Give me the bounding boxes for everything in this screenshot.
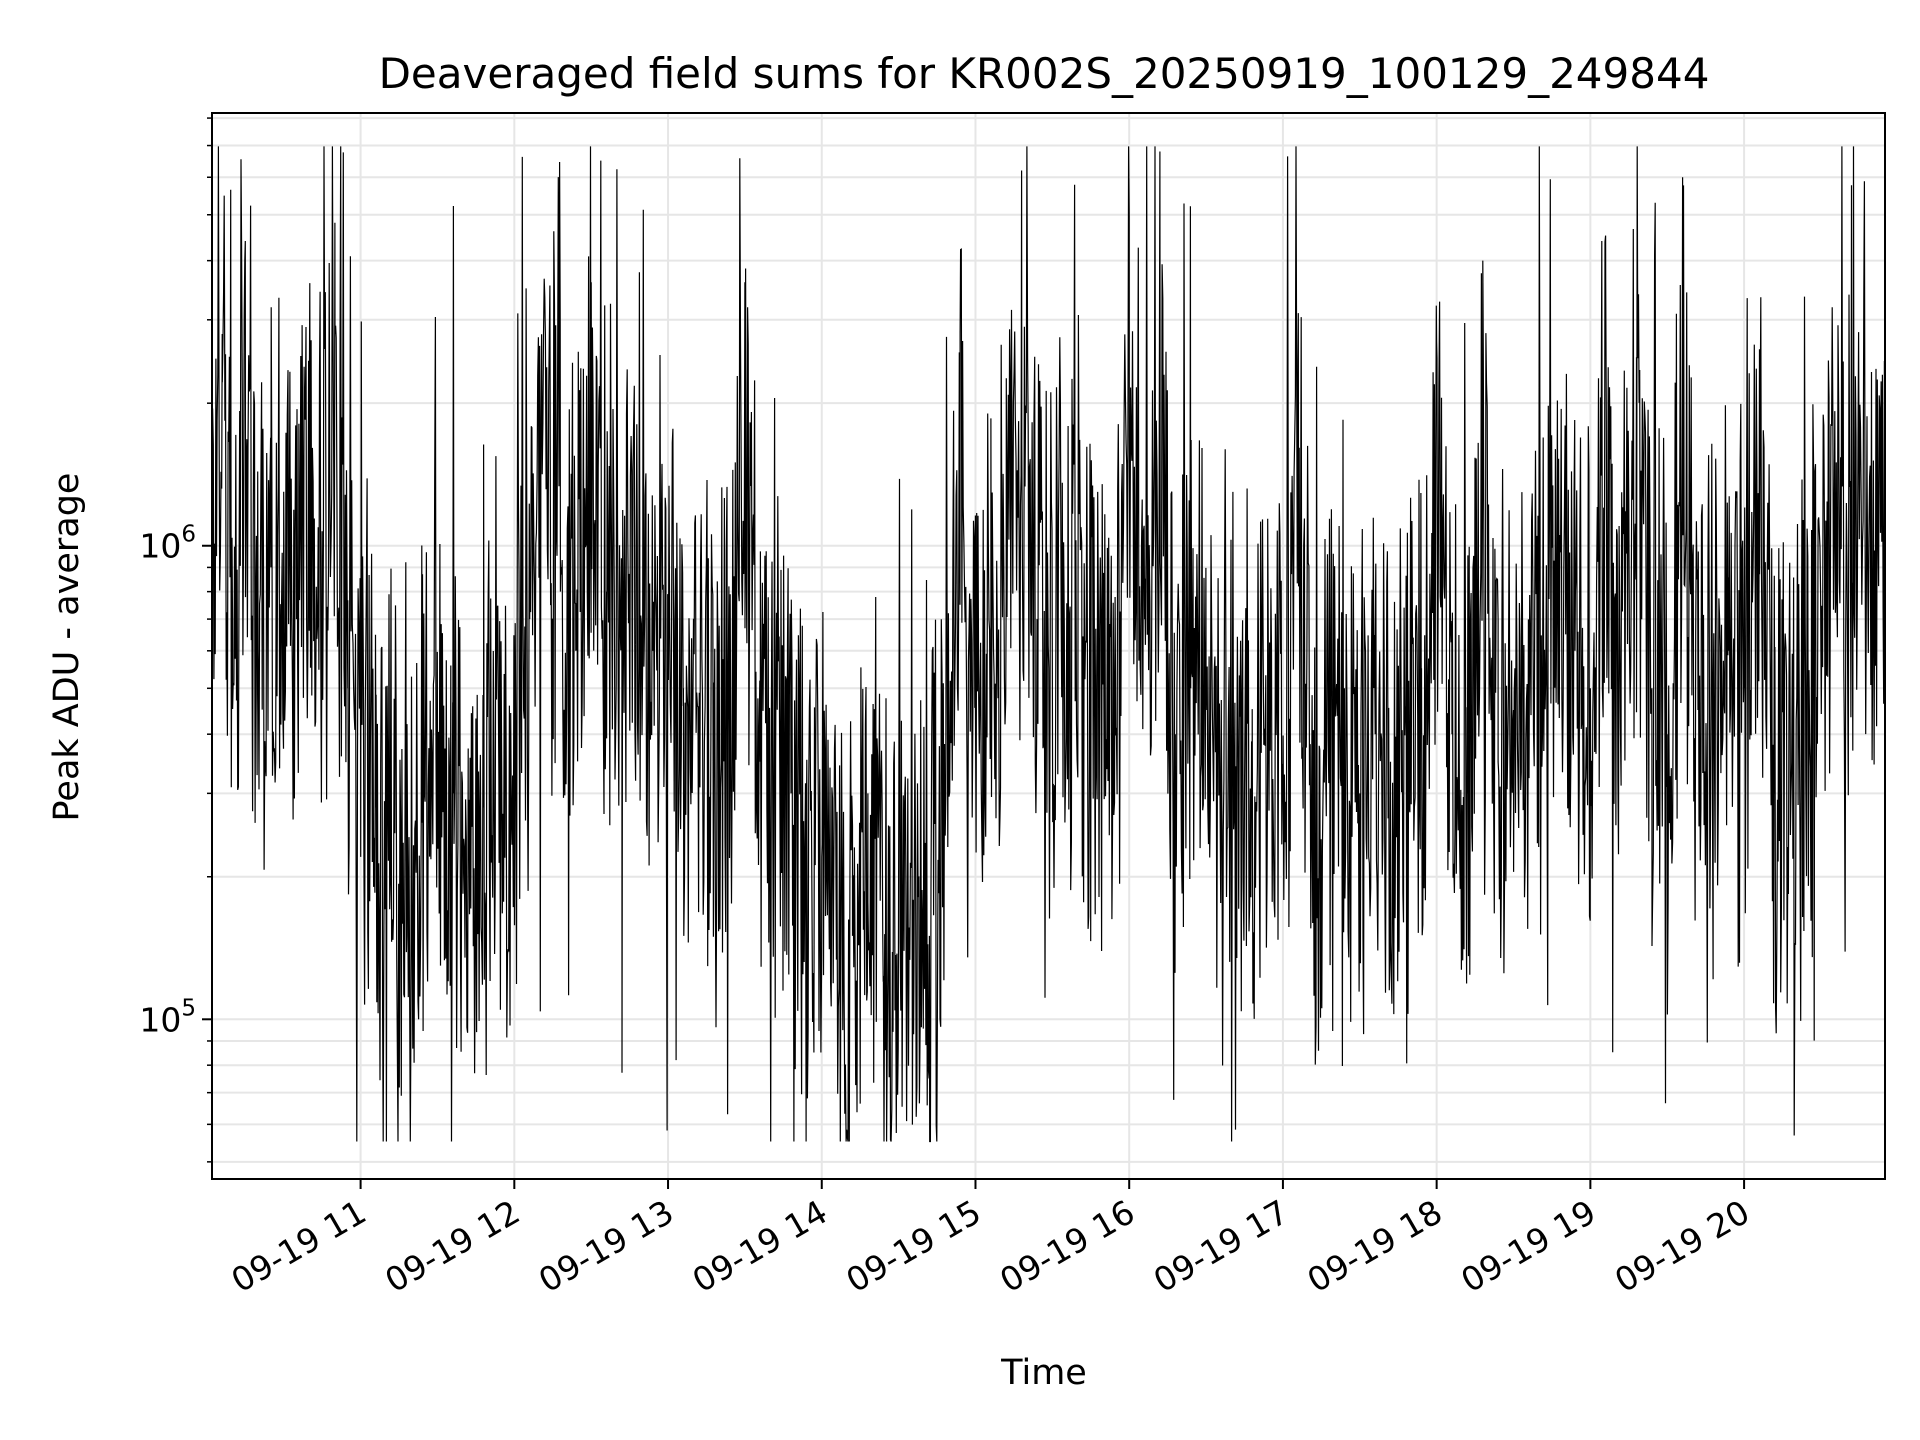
y-axis-label: Peak ADU - average [47,473,87,822]
y-tick-label: 106 [139,522,196,566]
y-tick-exponent: 6 [181,522,196,548]
y-tick-base: 10 [139,1000,181,1039]
x-axis-label: Time [1000,1353,1087,1393]
y-tick-label: 105 [139,995,196,1039]
y-tick-exponent: 5 [181,995,196,1021]
plot-frame [211,112,1886,1180]
series-line [211,146,1886,1143]
series-layer [211,146,1886,1143]
y-tick-base: 10 [139,527,181,566]
chart-title: Deaveraged field sums for KR002S_2025091… [379,49,1710,98]
